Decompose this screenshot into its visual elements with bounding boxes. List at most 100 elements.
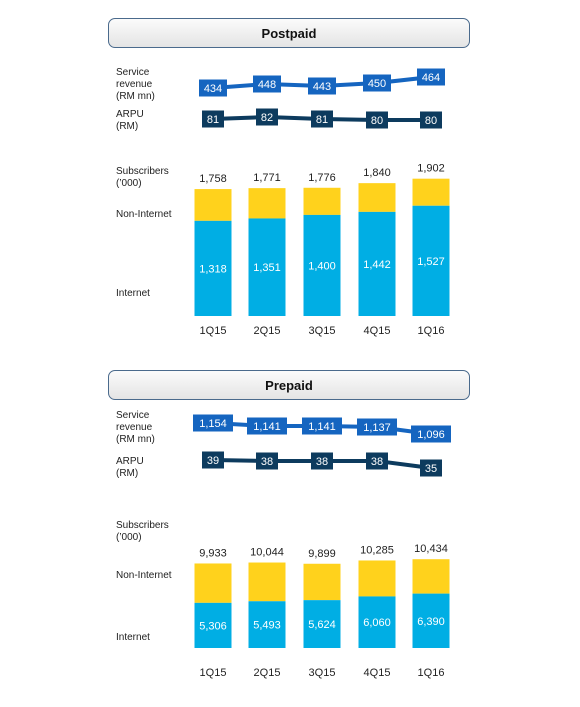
bar-internet — [303, 600, 341, 648]
x-tick-label: 1Q16 — [418, 667, 445, 679]
bar-non-internet — [412, 559, 450, 594]
revenue-point-label: 1,141 — [308, 421, 336, 433]
arpu-point-label: 38 — [371, 456, 383, 468]
subscribers-row-label: Subscribers (’000) — [116, 520, 169, 544]
internet-value-label: 5,306 — [199, 620, 227, 632]
postpaid-chart: 1,318 1,758 1Q15 1,351 1,771 2Q15 1,400 1,776 3Q… — [194, 68, 450, 337]
total-value-label: 1,771 — [253, 172, 281, 184]
label-line: (RM) — [116, 121, 139, 132]
arpu-point — [366, 452, 388, 470]
revenue-point — [417, 68, 445, 86]
non-internet-row-label: Non-Internet — [116, 570, 172, 581]
bar-non-internet — [194, 189, 232, 221]
revenue-point — [302, 417, 342, 435]
label-line: (’000) — [116, 532, 142, 543]
x-tick-label: 4Q15 — [364, 667, 391, 679]
revenue-point-label: 443 — [313, 81, 331, 93]
x-tick-label: 4Q15 — [364, 325, 391, 337]
bar-non-internet — [358, 560, 396, 597]
bar-non-internet — [248, 562, 286, 602]
x-tick-label: 1Q15 — [200, 667, 227, 679]
revenue-point — [193, 414, 233, 432]
arpu-point-label: 38 — [261, 456, 273, 468]
revenue-point — [357, 418, 397, 436]
arpu-point — [202, 451, 224, 469]
arpu-point — [366, 111, 388, 129]
bar-internet — [358, 211, 396, 316]
arpu-point — [256, 452, 278, 470]
arpu-point-label: 35 — [425, 463, 437, 475]
panel-title: Postpaid — [108, 18, 470, 48]
revenue-point — [253, 75, 281, 93]
label-line: (RM mn) — [116, 434, 155, 445]
x-tick-label: 2Q15 — [254, 325, 281, 337]
revenue-row-label: Service revenue (RM mn) — [116, 67, 155, 103]
bar-internet — [248, 601, 286, 648]
label-line: Service — [116, 410, 150, 421]
bar-internet — [303, 214, 341, 316]
internet-value-label: 1,351 — [253, 262, 281, 274]
revenue-point — [363, 74, 391, 92]
internet-value-label: 6,390 — [417, 616, 445, 628]
x-tick-label: 3Q15 — [309, 325, 336, 337]
total-value-label: 10,434 — [414, 543, 448, 555]
bar-non-internet — [303, 563, 341, 601]
bar-internet — [412, 205, 450, 316]
label-line: Subscribers — [116, 520, 169, 531]
internet-row-label: Internet — [116, 288, 150, 299]
arpu-point — [311, 110, 333, 128]
label-line: ARPU — [116, 456, 144, 467]
revenue-point-label: 1,096 — [417, 429, 445, 441]
x-tick-label: 1Q16 — [418, 325, 445, 337]
bar-non-internet — [358, 183, 396, 212]
label-line: (’000) — [116, 178, 142, 189]
arpu-point-label: 82 — [261, 112, 273, 124]
total-value-label: 9,899 — [308, 548, 336, 560]
arpu-row-label: ARPU (RM) — [116, 456, 144, 480]
postpaid-panel: Postpaid Service revenue (RM mn) ARPU (R… — [0, 0, 580, 352]
arpu-point — [256, 108, 278, 126]
total-value-label: 1,840 — [363, 167, 391, 179]
arpu-point — [420, 111, 442, 129]
total-value-label: 1,758 — [199, 173, 227, 185]
total-value-label: 9,933 — [199, 547, 227, 559]
x-tick-label: 2Q15 — [254, 667, 281, 679]
non-internet-row-label: Non-Internet — [116, 209, 172, 220]
total-value-label: 10,285 — [360, 544, 394, 556]
internet-row-label: Internet — [116, 632, 150, 643]
bar-internet — [194, 220, 232, 316]
label-line: Service — [116, 67, 150, 78]
total-value-label: 1,902 — [417, 163, 445, 175]
bar-internet — [248, 218, 286, 316]
bar-non-internet — [194, 563, 232, 603]
internet-value-label: 5,624 — [308, 619, 336, 631]
revenue-point — [199, 79, 227, 97]
revenue-point-label: 1,141 — [253, 421, 281, 433]
arpu-point — [202, 110, 224, 128]
total-value-label: 10,044 — [250, 547, 284, 559]
revenue-point — [411, 425, 451, 443]
label-line: (RM) — [116, 468, 139, 479]
label-line: revenue — [116, 422, 153, 433]
revenue-point-label: 434 — [204, 83, 222, 95]
bar-internet — [194, 602, 232, 648]
x-tick-label: 1Q15 — [200, 325, 227, 337]
arpu-point-label: 81 — [316, 114, 328, 126]
label-line: (RM mn) — [116, 91, 155, 102]
panel-title: Prepaid — [108, 370, 470, 400]
arpu-point — [420, 459, 442, 477]
arpu-row-label: ARPU (RM) — [116, 109, 144, 133]
subscribers-row-label: Subscribers (’000) — [116, 166, 169, 190]
bar-internet — [358, 596, 396, 648]
arpu-point-label: 80 — [371, 115, 383, 127]
revenue-point-label: 448 — [258, 79, 276, 91]
bar-non-internet — [303, 187, 341, 215]
revenue-point — [247, 417, 287, 435]
arpu-point-label: 39 — [207, 455, 219, 467]
revenue-point-label: 1,154 — [199, 418, 227, 430]
revenue-point-label: 1,137 — [363, 422, 391, 434]
arpu-point-label: 80 — [425, 115, 437, 127]
revenue-row-label: Service revenue (RM mn) — [116, 410, 155, 446]
revenue-point-label: 464 — [422, 72, 440, 84]
prepaid-chart: 5,306 9,933 1Q15 5,493 10,044 2Q15 5,624 9,899 3… — [193, 414, 451, 679]
